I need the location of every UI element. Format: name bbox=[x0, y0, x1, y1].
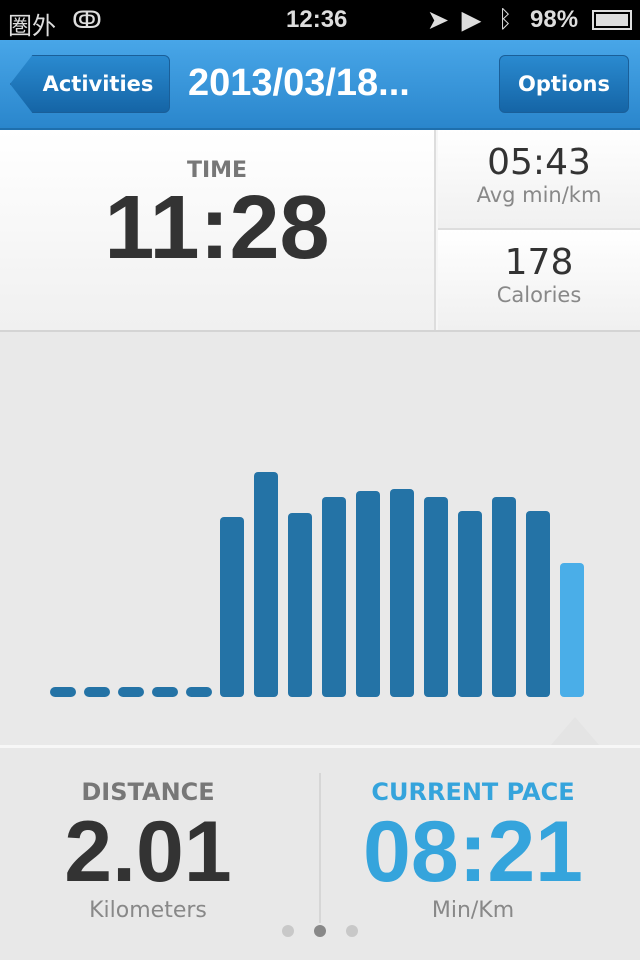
battery-icon bbox=[592, 10, 632, 30]
bar-empty[interactable] bbox=[118, 687, 144, 697]
bar[interactable] bbox=[390, 489, 414, 697]
pace-stat: CURRENT PACE 08:21 Min/Km bbox=[313, 748, 633, 923]
bar-empty[interactable] bbox=[186, 687, 212, 697]
options-button[interactable]: Options bbox=[499, 55, 629, 113]
bar[interactable] bbox=[526, 511, 550, 697]
pace-value: 08:21 bbox=[363, 804, 583, 900]
time-box: TIME 11:28 bbox=[0, 130, 436, 330]
bar[interactable] bbox=[458, 511, 482, 697]
nav-bar: Activities 2013/03/18... Options bbox=[0, 40, 640, 130]
avg-pace-value: 05:43 bbox=[487, 142, 591, 183]
pace-label: CURRENT PACE bbox=[371, 778, 575, 806]
bar[interactable] bbox=[288, 513, 312, 697]
divider bbox=[319, 773, 321, 923]
selection-pointer bbox=[551, 717, 599, 745]
bar[interactable] bbox=[356, 491, 380, 697]
battery-percent: 98% bbox=[530, 6, 579, 33]
bar[interactable] bbox=[254, 472, 278, 697]
distance-label: DISTANCE bbox=[81, 778, 215, 806]
time-label: TIME bbox=[186, 158, 248, 183]
bar[interactable] bbox=[560, 563, 584, 697]
stats-panel: DISTANCE 2.01 Kilometers CURRENT PACE 08… bbox=[0, 745, 640, 960]
avg-pace-box: 05:43 Avg min/km bbox=[438, 130, 640, 230]
distance-stat: DISTANCE 2.01 Kilometers bbox=[0, 748, 308, 923]
clock: 12:36 bbox=[286, 6, 348, 33]
page-title: 2013/03/18... bbox=[188, 62, 410, 104]
page-dot-1[interactable] bbox=[282, 925, 294, 937]
bar[interactable] bbox=[492, 497, 516, 697]
pace-unit: Min/Km bbox=[431, 898, 515, 923]
bar[interactable] bbox=[322, 497, 346, 697]
bar[interactable] bbox=[424, 497, 448, 697]
status-bar: 圏外 ↂ 12:36 ➤ ▶ ᛒ 98% bbox=[0, 0, 640, 40]
bar-empty[interactable] bbox=[50, 687, 76, 697]
back-button[interactable]: Activities bbox=[10, 55, 170, 113]
bar-empty[interactable] bbox=[152, 687, 178, 697]
calories-box: 178 Calories bbox=[438, 230, 640, 330]
play-icon: ▶ bbox=[462, 7, 481, 34]
distance-value: 2.01 bbox=[64, 804, 232, 900]
bar[interactable] bbox=[220, 517, 244, 697]
carrier-label: 圏外 bbox=[8, 13, 56, 40]
location-icon: ➤ bbox=[428, 7, 449, 34]
page-dot-2[interactable] bbox=[314, 925, 326, 937]
calories-value: 178 bbox=[504, 242, 574, 283]
pace-chart[interactable] bbox=[0, 334, 640, 744]
wifi-icon: ↂ bbox=[72, 7, 102, 34]
calories-unit: Calories bbox=[496, 283, 582, 307]
summary-panel: TIME 11:28 05:43 Avg min/km 178 Calories bbox=[0, 130, 640, 332]
avg-pace-unit: Avg min/km bbox=[476, 183, 602, 207]
distance-unit: Kilometers bbox=[89, 898, 207, 923]
page-dot-3[interactable] bbox=[346, 925, 358, 937]
time-value: 11:28 bbox=[104, 178, 330, 278]
bar-empty[interactable] bbox=[84, 687, 110, 697]
bluetooth-icon: ᛒ bbox=[498, 6, 513, 33]
